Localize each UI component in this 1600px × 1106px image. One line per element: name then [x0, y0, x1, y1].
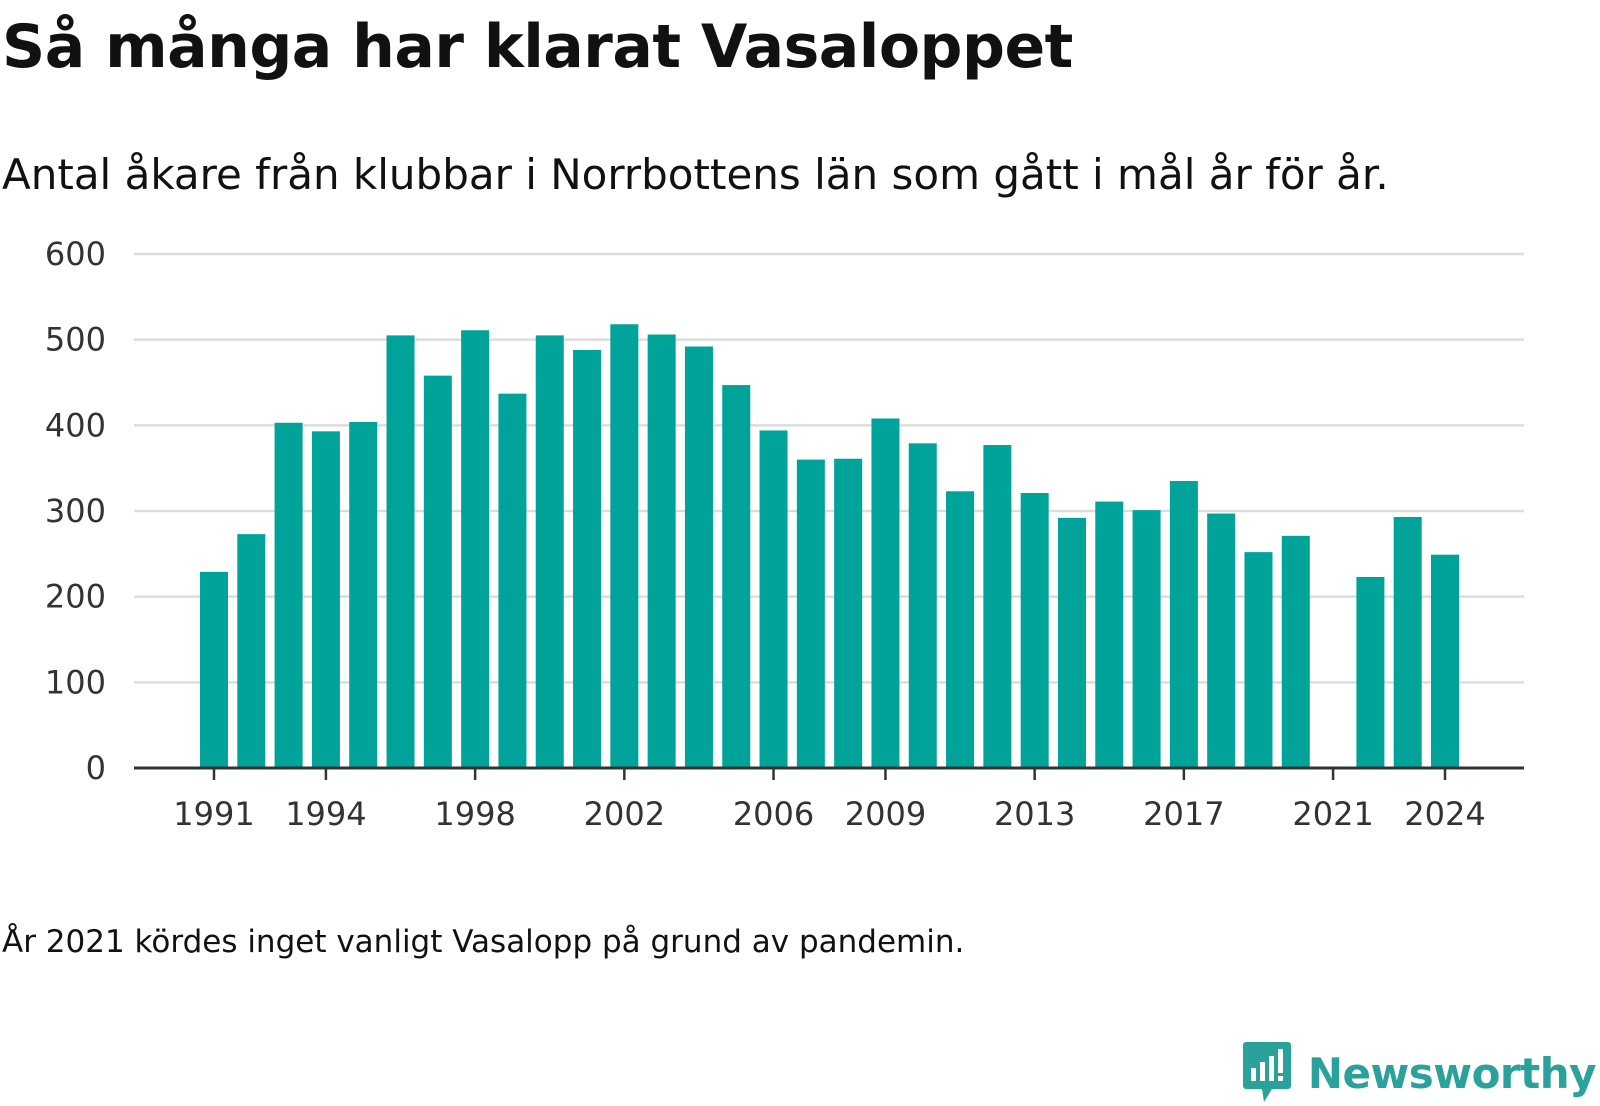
y-tick-label: 0: [86, 749, 106, 787]
bar-2012: [983, 445, 1012, 768]
x-tick-label: 2006: [733, 795, 814, 833]
bar-2018: [1207, 513, 1236, 768]
bar-1998: [461, 330, 490, 768]
bar-2015: [1095, 501, 1124, 768]
x-axis-tick-labels: 1991 1994 1998 2002 2006 2009 2013 2017 2021 2024: [173, 795, 1485, 833]
x-tick-label: 2002: [584, 795, 665, 833]
bar-2004: [684, 346, 713, 768]
x-tick-label: 2009: [845, 795, 926, 833]
bars: [200, 324, 1459, 768]
x-tick-label: 2017: [1143, 795, 1224, 833]
bar-1994: [311, 431, 340, 768]
bar-chart: 0 100 200 300 400 500 600 1991 1994 1998 2002 2006…: [45, 235, 1524, 833]
bar-2006: [759, 430, 788, 768]
bar-1991: [200, 571, 228, 768]
x-tick-label: 2024: [1404, 795, 1485, 833]
bar-2019: [1244, 552, 1273, 768]
bar-2009: [871, 418, 900, 768]
x-tick-label: 1991: [173, 795, 254, 833]
bar-1993: [274, 422, 303, 768]
x-tick-label: 2013: [994, 795, 1075, 833]
y-tick-label: 600: [45, 235, 106, 273]
bar-2013: [1020, 493, 1049, 768]
y-tick-label: 200: [45, 578, 106, 616]
chart-title: Så många har klarat Vasaloppet: [2, 12, 1073, 82]
bar-2005: [722, 385, 751, 768]
bar-2011: [946, 491, 975, 768]
brand-logo[interactable]: Newsworthy: [1242, 1040, 1597, 1106]
y-tick-label: 500: [45, 321, 106, 359]
x-tick-label: 1994: [285, 795, 366, 833]
y-tick-label: 100: [45, 663, 106, 701]
bar-2024: [1431, 554, 1459, 768]
y-tick-label: 300: [45, 492, 106, 530]
bar-1996: [386, 335, 415, 768]
x-tick-label: 2021: [1292, 795, 1373, 833]
chart-subtitle: Antal åkare från klubbar i Norrbottens l…: [2, 150, 1389, 199]
bar-2000: [535, 335, 564, 768]
bar-2010: [908, 443, 937, 768]
bar-2023: [1393, 516, 1422, 768]
x-tick-label: 1998: [434, 795, 515, 833]
y-axis-tick-labels: 0 100 200 300 400 500 600: [45, 235, 106, 787]
footnote: År 2021 kördes inget vanligt Vasalopp på…: [2, 924, 965, 960]
bar-1992: [237, 534, 266, 768]
bar-2014: [1057, 517, 1086, 768]
bar-2008: [834, 458, 863, 768]
bar-2007: [796, 459, 825, 768]
newsworthy-logo-icon: [1242, 1042, 1291, 1102]
bar-2017: [1169, 481, 1198, 768]
bar-2016: [1132, 510, 1161, 768]
bar-1999: [498, 393, 527, 768]
bar-2001: [573, 349, 602, 768]
bar-2020: [1281, 535, 1310, 768]
y-tick-label: 400: [45, 406, 106, 444]
bar-1995: [349, 421, 378, 768]
brand-name: Newsworthy: [1307, 1048, 1597, 1098]
gridlines: [134, 252, 1524, 684]
bar-2003: [647, 334, 676, 768]
bar-1997: [423, 375, 452, 768]
x-axis: [134, 766, 1524, 780]
bar-2022: [1356, 576, 1385, 768]
bar-2002: [610, 324, 639, 768]
